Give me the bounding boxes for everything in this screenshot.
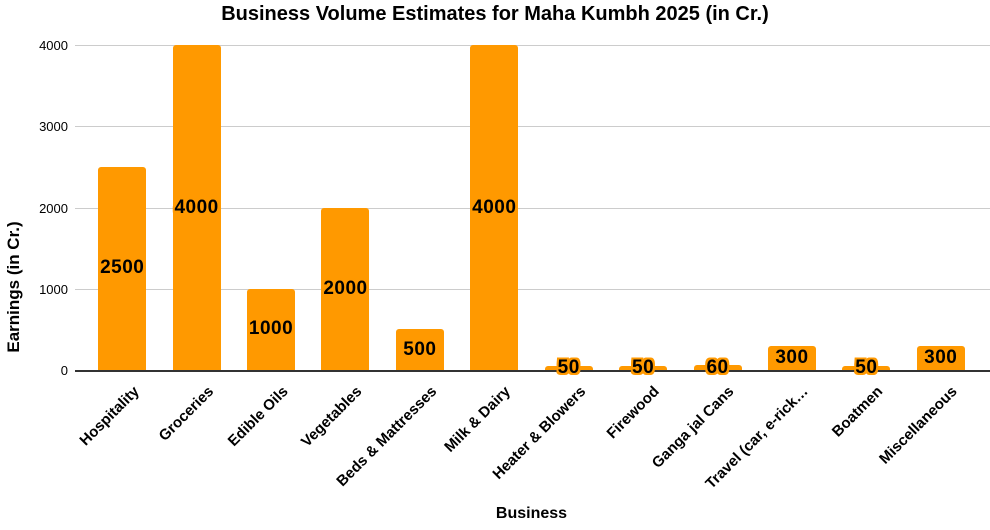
y-tick-label: 4000 — [39, 38, 68, 53]
x-axis-line — [75, 370, 990, 372]
y-tick-label: 2000 — [39, 200, 68, 216]
bar[interactable] — [321, 207, 370, 370]
gridline — [75, 288, 990, 290]
bar[interactable] — [916, 345, 965, 370]
bar-value-label: 300 — [924, 346, 958, 368]
bar[interactable] — [842, 365, 891, 370]
y-tick-label: 3000 — [39, 119, 68, 135]
bar-value-label: 4000 — [174, 196, 219, 218]
bar-value-label: 4000 — [472, 196, 517, 218]
y-tick-label: 1000 — [39, 281, 68, 297]
bar-value-label: 300 — [775, 346, 809, 368]
x-tick-label: Milk & Dairy — [441, 383, 515, 456]
bar-value-label: 50 — [855, 356, 878, 378]
bar-value-label: 60 — [706, 356, 729, 378]
bar-value-label: 1000 — [248, 318, 294, 340]
gridline — [75, 126, 990, 128]
y-tick-label: 0 — [60, 363, 68, 378]
bar[interactable] — [98, 166, 147, 370]
gridline — [75, 207, 990, 209]
chart-title: Business Volume Estimates for Maha Kumbh… — [221, 3, 769, 25]
bar[interactable] — [693, 365, 742, 370]
x-tick-label: Edible Oils — [224, 383, 292, 450]
x-tick-label: Boatmen — [828, 383, 887, 441]
bar[interactable] — [544, 365, 593, 370]
bar-value-label: 500 — [403, 338, 437, 360]
x-tick-label: Miscellaneous — [876, 383, 961, 468]
bar-value-label: 2000 — [323, 277, 368, 299]
x-tick-label: Groceries — [155, 383, 217, 445]
gridline — [75, 45, 990, 46]
bar[interactable] — [767, 345, 816, 370]
bar[interactable] — [247, 288, 296, 370]
bar-value-label: 50 — [557, 356, 580, 378]
x-tick-label: Firewood — [603, 383, 664, 443]
x-tick-label: Hospitality — [75, 383, 143, 450]
x-tick-label: Vegetables — [298, 383, 366, 451]
bar-value-label: 2500 — [100, 257, 145, 279]
bar[interactable] — [619, 365, 668, 370]
bar[interactable] — [395, 329, 444, 370]
bar-value-label: 50 — [632, 356, 655, 378]
bar[interactable] — [470, 45, 519, 370]
bar[interactable] — [172, 45, 221, 370]
x-axis-title: Business — [495, 505, 568, 522]
